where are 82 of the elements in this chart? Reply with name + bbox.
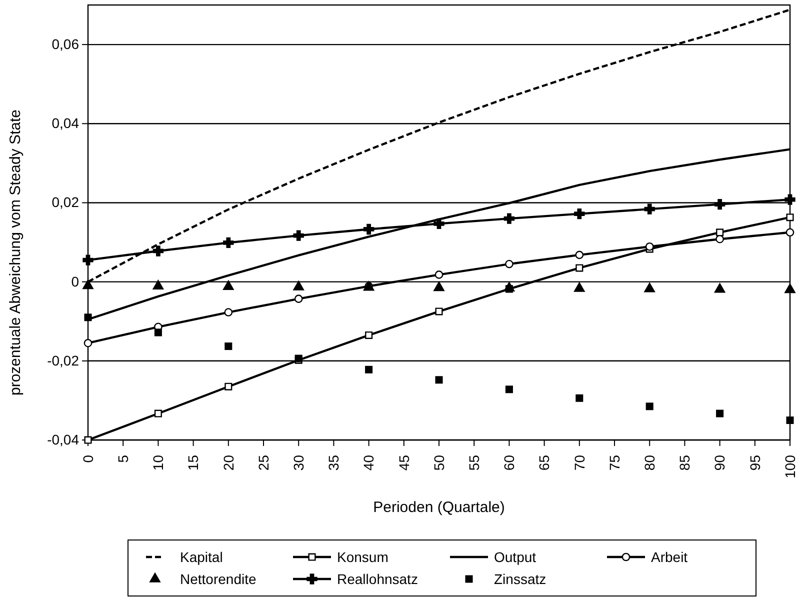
point: [435, 308, 443, 316]
y-tick-label: -0,04: [47, 431, 80, 448]
x-tick-label: 55: [466, 454, 482, 471]
point: [714, 198, 726, 210]
point: [224, 342, 232, 350]
y-axis-title: prozentuale Abweichung vom Steady State: [7, 109, 24, 396]
legend-label: Reallohnsatz: [337, 571, 418, 587]
point: [365, 331, 373, 339]
x-tick-label: 5: [115, 454, 131, 463]
point: [152, 280, 164, 290]
x-tick-label: 40: [360, 454, 377, 471]
x-tick-label: 75: [606, 454, 622, 471]
point: [434, 270, 444, 279]
point: [293, 230, 304, 241]
point: [84, 436, 92, 444]
y-tick-label: 0,06: [52, 36, 80, 52]
point: [84, 314, 92, 322]
x-tick-label: 30: [290, 454, 306, 471]
point: [714, 283, 726, 293]
x-tick-label: 20: [220, 454, 236, 471]
x-tick-label: 45: [396, 454, 412, 471]
point: [363, 224, 374, 235]
point: [574, 208, 585, 220]
legend-label: Nettorendite: [180, 571, 256, 587]
point: [716, 228, 724, 236]
point: [435, 376, 443, 384]
point: [574, 282, 585, 292]
point: [154, 410, 162, 418]
x-axis-title: Perioden (Quartale): [373, 499, 505, 516]
y-tick-label: 0,04: [52, 115, 80, 132]
point: [434, 282, 444, 292]
point: [786, 416, 794, 424]
point: [784, 284, 796, 294]
x-tick-label: 60: [501, 454, 518, 471]
point: [716, 410, 724, 418]
point: [644, 204, 655, 214]
x-tick-label: 90: [712, 454, 728, 471]
point: [434, 218, 444, 230]
y-tick-label: 0,02: [52, 194, 80, 210]
point: [154, 328, 162, 336]
point: [505, 260, 514, 268]
x-tick-label: 95: [746, 454, 763, 471]
point: [645, 242, 654, 251]
x-tick-label: 80: [642, 454, 658, 471]
x-tick-label: 25: [255, 454, 272, 471]
x-tick-label: 10: [150, 454, 166, 471]
point: [223, 237, 234, 248]
legend-label: Kapital: [180, 549, 223, 565]
point: [646, 402, 654, 410]
point: [644, 282, 656, 292]
x-tick-label: 85: [676, 454, 693, 471]
point: [224, 308, 233, 316]
legend-label: Konsum: [337, 549, 388, 565]
point: [505, 386, 513, 394]
x-tick-label: 15: [185, 454, 202, 471]
point: [575, 250, 584, 260]
point: [224, 382, 232, 390]
point: [294, 294, 303, 303]
y-tick-label: -0,02: [47, 352, 80, 368]
point: [293, 280, 304, 290]
point: [365, 366, 373, 374]
point: [222, 280, 234, 290]
point: [784, 194, 796, 205]
point: [576, 394, 584, 402]
point: [576, 264, 584, 272]
legend-label: Output: [494, 549, 536, 565]
x-tick-label: 35: [326, 454, 342, 471]
point: [152, 246, 164, 256]
point: [84, 338, 92, 348]
x-tick-label: 0: [80, 454, 96, 463]
x-tick-label: 50: [430, 454, 447, 471]
point: [504, 282, 515, 292]
point: [786, 228, 794, 237]
point: [504, 213, 515, 224]
legend-label: Arbeit: [651, 549, 688, 565]
point: [82, 254, 94, 266]
legend-label: Zinssatz: [494, 571, 546, 587]
x-tick-label: 70: [571, 454, 588, 471]
point: [786, 214, 794, 222]
y-tick-label: 0: [71, 273, 80, 290]
x-tick-label: 65: [536, 454, 552, 471]
x-tick-label: 100: [782, 454, 798, 478]
